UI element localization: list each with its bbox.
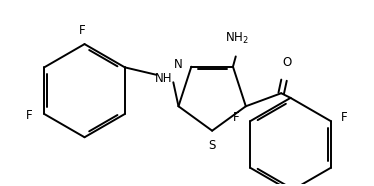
Text: NH: NH [155, 72, 173, 85]
Text: F: F [25, 109, 32, 122]
Text: F: F [341, 111, 348, 124]
Text: O: O [282, 56, 291, 69]
Text: S: S [208, 139, 216, 152]
Text: N: N [174, 58, 183, 71]
Text: F: F [79, 24, 86, 37]
Text: F: F [233, 111, 240, 124]
Text: NH$_2$: NH$_2$ [225, 31, 249, 46]
